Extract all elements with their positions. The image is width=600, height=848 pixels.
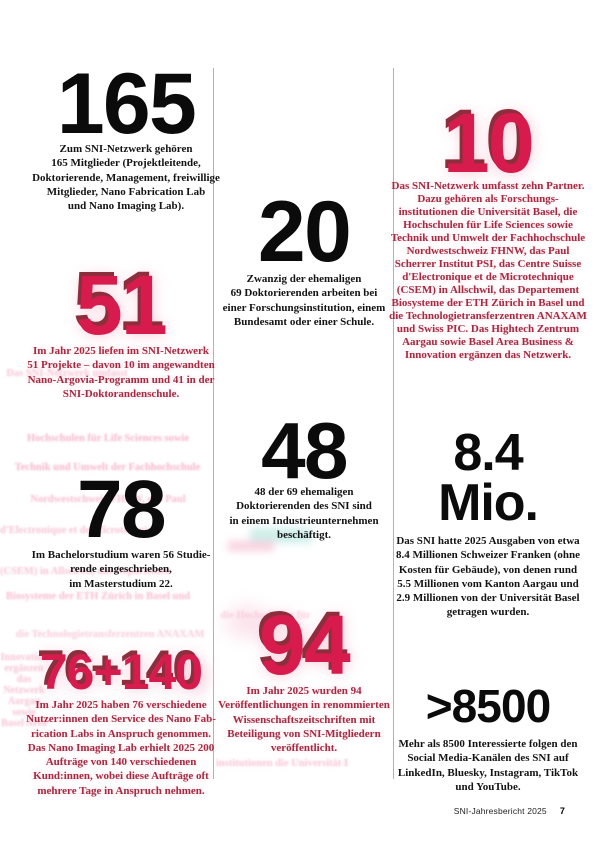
stat-value-lab-users: 76+140 (39, 644, 203, 700)
print-bleed-text: Technik und Umwelt der Fachhochschule (14, 462, 201, 473)
stat-caption-alumni-public: Zwanzig der ehemaligen 69 Doktorierenden… (222, 273, 386, 328)
stat-value-partners: 10 (442, 96, 535, 190)
stat-block-students: 78 Im Bachelorstudium waren 56 Studie- r… (15, 464, 227, 591)
stat-value-alumni-public: 20 (257, 184, 352, 280)
print-bleed-text: Biosysteme der ETH Zürich in Basel und (5, 591, 191, 602)
print-bleed-text: Innovation ergänzen das Netzwerk Aargau … (0, 652, 48, 729)
stat-block-followers: >8500 Mehr als 8500 Interessierte folgen… (382, 680, 594, 794)
stat-block-projects: 51 Im Jahr 2025 liefen im SNI-Netzwerk 5… (15, 258, 227, 401)
stat-block-lab-users: 76+140 Im Jahr 2025 haben 76 verschieden… (15, 644, 227, 798)
stat-caption-members: Zum SNI-Netzwerk gehören 165 Mitglieder … (32, 143, 220, 213)
stat-caption-projects: Im Jahr 2025 liefen im SNI-Netzwerk 51 P… (27, 345, 215, 400)
stat-caption-alumni-industry: 48 der 69 ehemaligen Doktorierenden des … (229, 486, 379, 541)
stat-block-members: 165 Zum SNI-Netzwerk gehören 165 Mitglie… (20, 56, 232, 213)
stat-value-publications: 94 (258, 598, 351, 692)
stat-caption-followers: Mehr als 8500 Interessierte folgen den S… (397, 738, 579, 793)
column-divider (393, 68, 394, 779)
print-bleed-text: Das SNI-Netzwerk umfasst (6, 368, 128, 379)
print-bleed-smudge (228, 541, 274, 551)
stat-block-publications: 94 Im Jahr 2025 wurden 94 Veröffentlichu… (198, 598, 410, 755)
print-bleed-text: die Technologietransferzentren ANAXAM (15, 629, 205, 640)
footer-report-title: SNI-Jahresbericht 2025 (453, 806, 547, 816)
print-bleed-smudge (250, 528, 312, 543)
footer-page-number: 7 (559, 806, 565, 816)
column-divider (213, 68, 214, 779)
print-bleed-text: Hochschulen für Life Sciences sowie (27, 433, 189, 444)
page-footer: SNI-Jahresbericht 2025 7 (0, 806, 565, 816)
stat-caption-budget: Das SNI hatte 2025 Ausgaben von etwa 8.4… (395, 535, 581, 619)
stat-caption-lab-users: Im Jahr 2025 haben 76 verschiedene Nutze… (26, 699, 216, 797)
print-bleed-smudge (183, 655, 215, 703)
stat-value-projects: 51 (75, 258, 168, 352)
stat-block-budget: 8.4 Mio. Das SNI hatte 2025 Ausgaben von… (382, 424, 594, 620)
print-bleed-text: d'Electronique et de Microtechnique (0, 525, 150, 536)
stat-block-alumni-public: 20 Zwanzig der ehemaligen 69 Doktorieren… (198, 184, 410, 329)
stat-block-alumni-industry: 48 48 der 69 ehemaligen Doktorierenden d… (198, 406, 410, 542)
stat-value-members: 165 (56, 56, 197, 152)
stat-caption-students: Im Bachelorstudium waren 56 Studie- rend… (31, 549, 211, 590)
print-bleed-text: (CSEM) in Allschwil, das Departement (0, 566, 170, 577)
print-bleed-smudge (214, 596, 280, 648)
print-bleed-text: Nordwestschweiz FHNW, das Paul (30, 494, 186, 505)
print-bleed-text: institutionen die Universität Basel (216, 758, 348, 769)
stat-block-partners: 10 Das SNI-Netzwerk umfasst zehn Partner… (382, 96, 594, 362)
stat-caption-partners: Das SNI-Netzwerk umfasst zehn Partner. D… (389, 180, 587, 361)
stat-value-budget: 8.4 Mio. (438, 424, 539, 532)
stat-value-alumni-industry: 48 (261, 406, 348, 495)
stat-value-students: 78 (77, 464, 167, 555)
stat-caption-publications: Im Jahr 2025 wurden 94 Veröffentlichunge… (218, 685, 390, 755)
stat-value-followers: >8500 (425, 680, 552, 732)
